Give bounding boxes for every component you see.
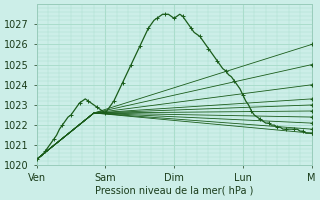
X-axis label: Pression niveau de la mer( hPa ): Pression niveau de la mer( hPa ) xyxy=(95,186,253,196)
